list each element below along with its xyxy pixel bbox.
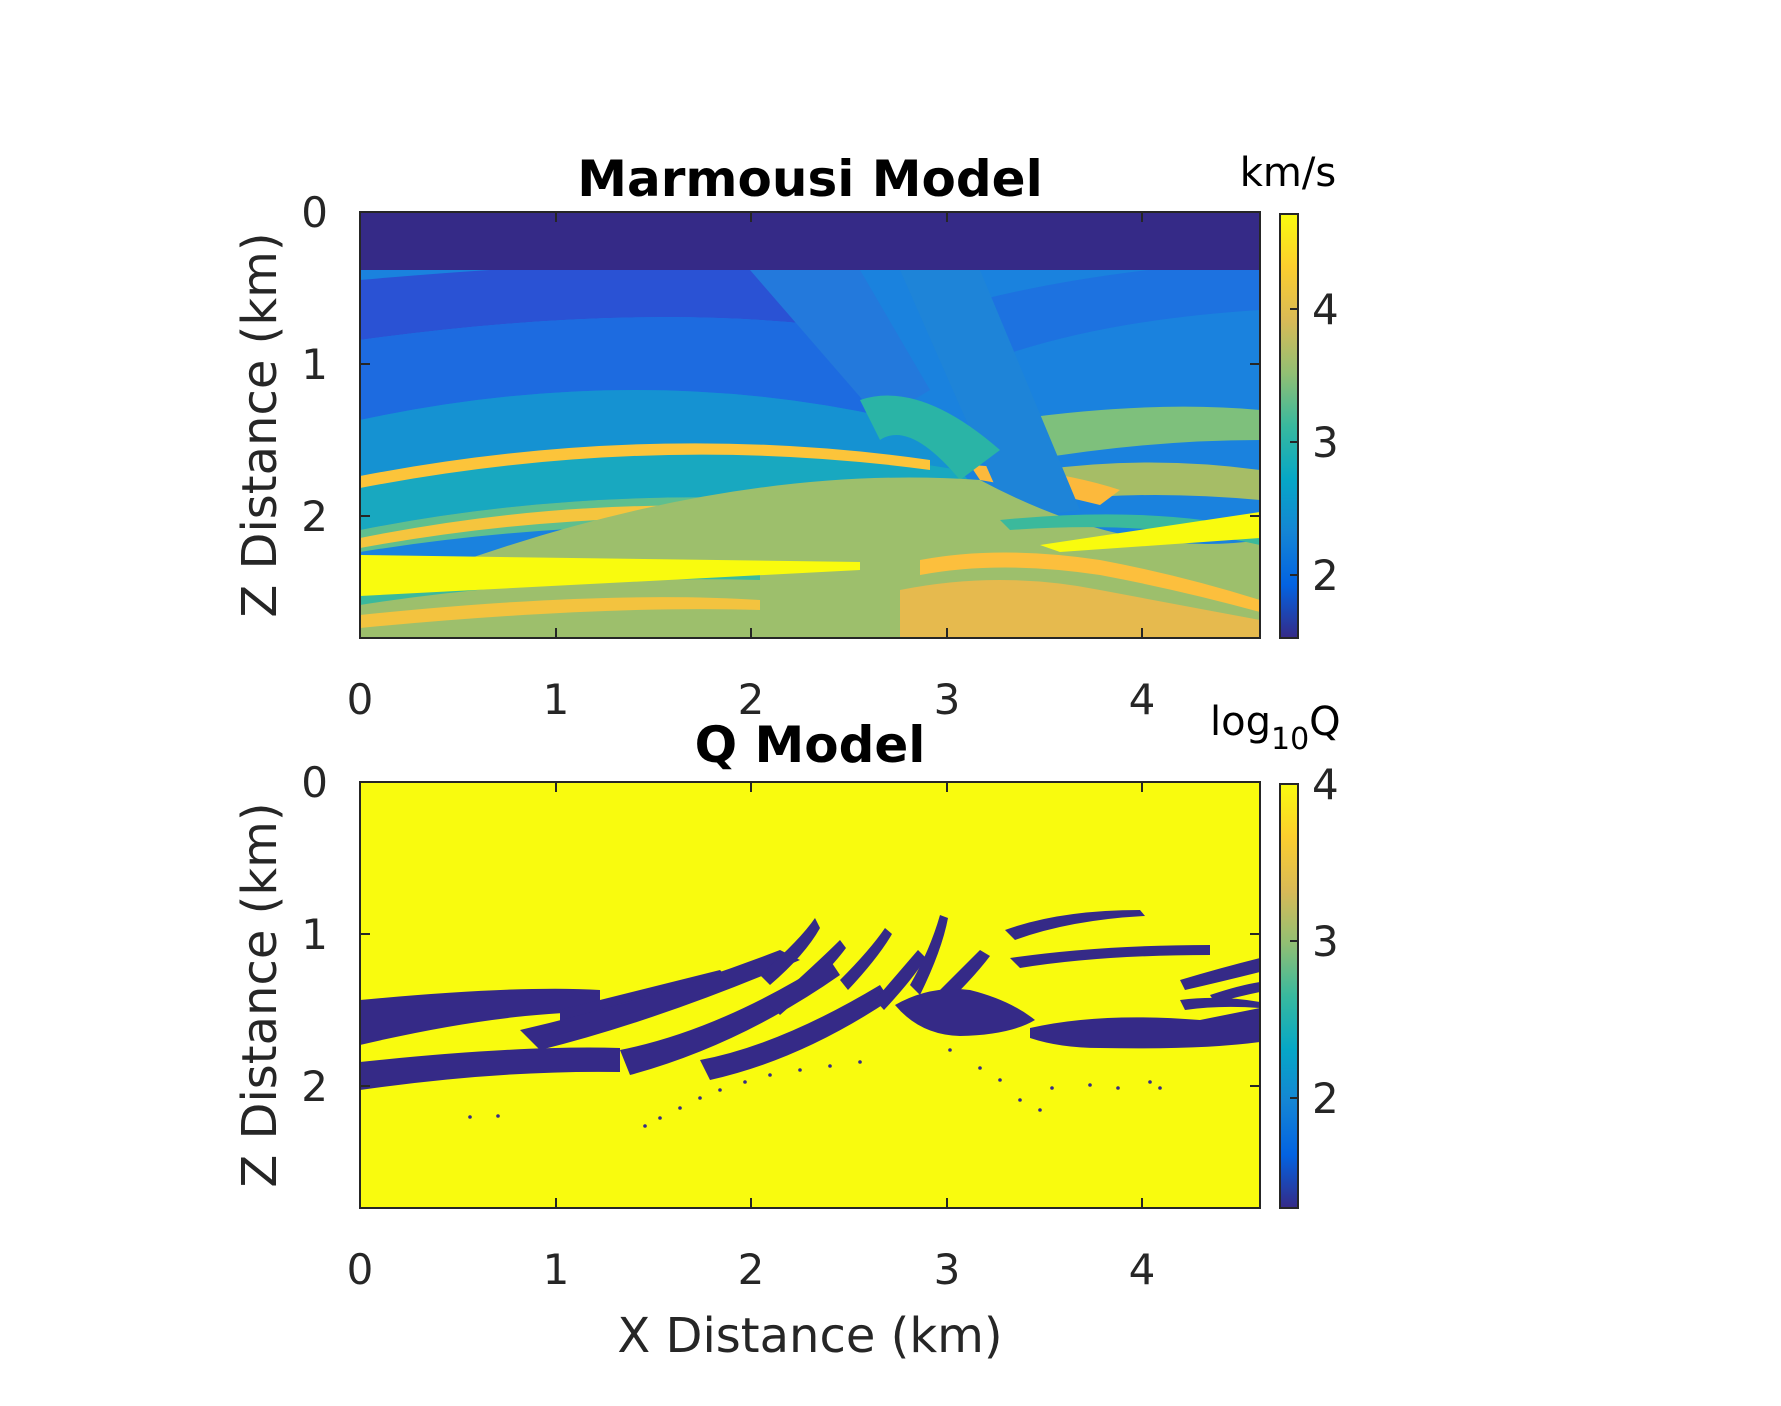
q-y-ticks — [360, 781, 1260, 1087]
marmousi-y-ticks — [360, 211, 1260, 517]
q-panel: Q Model — [232, 699, 1341, 1364]
low-q-layer — [360, 1047, 620, 1090]
marmousi-x-tick-label: 3 — [934, 675, 961, 724]
q-colorbar-gradient — [1279, 783, 1299, 1209]
layer-band — [900, 580, 1260, 638]
marmousi-x-ticks — [359, 212, 1143, 638]
fault-block — [900, 270, 1080, 520]
q-x-tick-label: 0 — [347, 1245, 374, 1294]
marmousi-y-tick-label: 1 — [301, 340, 328, 389]
marmousi-x-tick-label: 0 — [347, 675, 374, 724]
marmousi-title: Marmousi Model — [577, 150, 1042, 208]
q-x-tick-label: 1 — [543, 1245, 570, 1294]
low-q-stripe — [760, 918, 820, 985]
marmousi-y-tick-label: 2 — [301, 492, 328, 541]
marmousi-panel: Marmousi Model — [232, 150, 1339, 724]
marmousi-x-tick-label: 2 — [738, 675, 765, 724]
layer-band — [920, 552, 1260, 612]
salt-wedge — [1040, 512, 1260, 552]
low-q-layer — [1180, 997, 1260, 1010]
q-colorbar-tick: 3 — [1312, 917, 1339, 966]
low-q-stripe — [875, 950, 926, 1010]
low-q-scatter — [468, 1048, 1162, 1128]
q-x-tick-label: 2 — [738, 1245, 765, 1294]
layer-band — [360, 390, 960, 478]
q-title: Q Model — [695, 716, 926, 774]
low-q-layer — [620, 960, 840, 1075]
marmousi-y-axis-label: Z Distance (km) — [232, 232, 288, 617]
q-colorbar-tick: 4 — [1312, 760, 1339, 809]
low-q-blob — [895, 989, 1035, 1036]
low-q-layer — [1210, 982, 1260, 1003]
q-x-axis-label: X Distance (km) — [617, 1308, 1002, 1364]
low-q-layer — [1030, 1008, 1260, 1049]
q-y-tick-label: 2 — [301, 1062, 328, 1111]
marmousi-colorbar-gradient — [1279, 213, 1299, 639]
q-x-ticks — [359, 782, 1143, 1208]
marmousi-colorbar: km/s 2 3 4 — [1240, 150, 1339, 639]
q-colorbar-tick: 2 — [1312, 1074, 1339, 1123]
low-q-layer — [520, 950, 800, 1050]
low-q-layer — [1180, 958, 1260, 990]
marmousi-x-tick-label: 4 — [1129, 675, 1156, 724]
q-colorbar-label-main: log — [1210, 699, 1271, 745]
q-colorbar: log10Q 2 3 4 — [1210, 699, 1341, 1209]
marmousi-colorbar-tick: 2 — [1312, 551, 1339, 600]
low-q-stripe — [770, 940, 846, 1015]
layer-band — [980, 260, 1260, 360]
marmousi-x-tick-label: 1 — [543, 675, 570, 724]
low-q-stripe — [840, 928, 892, 990]
q-x-tick-label: 4 — [1129, 1245, 1156, 1294]
salt-wedge — [360, 555, 860, 596]
q-x-tick-label: 3 — [934, 1245, 961, 1294]
q-colorbar-label-sub: 10 — [1271, 722, 1309, 757]
q-heatmap — [360, 782, 1260, 1208]
marmousi-heatmap — [360, 212, 1260, 638]
fault-block — [750, 270, 930, 420]
q-colorbar-label: log10Q — [1210, 699, 1341, 757]
layer-band — [360, 443, 930, 488]
marmousi-axes-box — [359, 211, 1261, 639]
low-q-layer — [700, 985, 890, 1080]
layer-band — [360, 446, 1000, 530]
fault-block — [860, 395, 1000, 480]
low-q-stripe — [910, 915, 948, 995]
layer-band — [360, 262, 860, 340]
marmousi-y-tick-label: 0 — [301, 188, 328, 237]
q-y-tick-label: 0 — [301, 758, 328, 807]
water-layer — [360, 212, 1260, 270]
layer-band — [1010, 406, 1260, 460]
low-q-layer — [1005, 910, 1145, 940]
q-axes-box — [359, 781, 1261, 1209]
low-q-layer — [360, 988, 600, 1045]
layer-band — [360, 317, 900, 420]
marmousi-colorbar-tick: 3 — [1312, 418, 1339, 467]
q-y-tick-label: 1 — [301, 910, 328, 959]
low-q-layer — [1010, 945, 1210, 968]
q-y-axis-label: Z Distance (km) — [232, 802, 288, 1187]
marmousi-colorbar-tick: 4 — [1312, 285, 1339, 334]
q-colorbar-label-tail: Q — [1309, 699, 1340, 745]
layer-band — [360, 597, 760, 628]
marmousi-colorbar-label: km/s — [1240, 150, 1336, 196]
